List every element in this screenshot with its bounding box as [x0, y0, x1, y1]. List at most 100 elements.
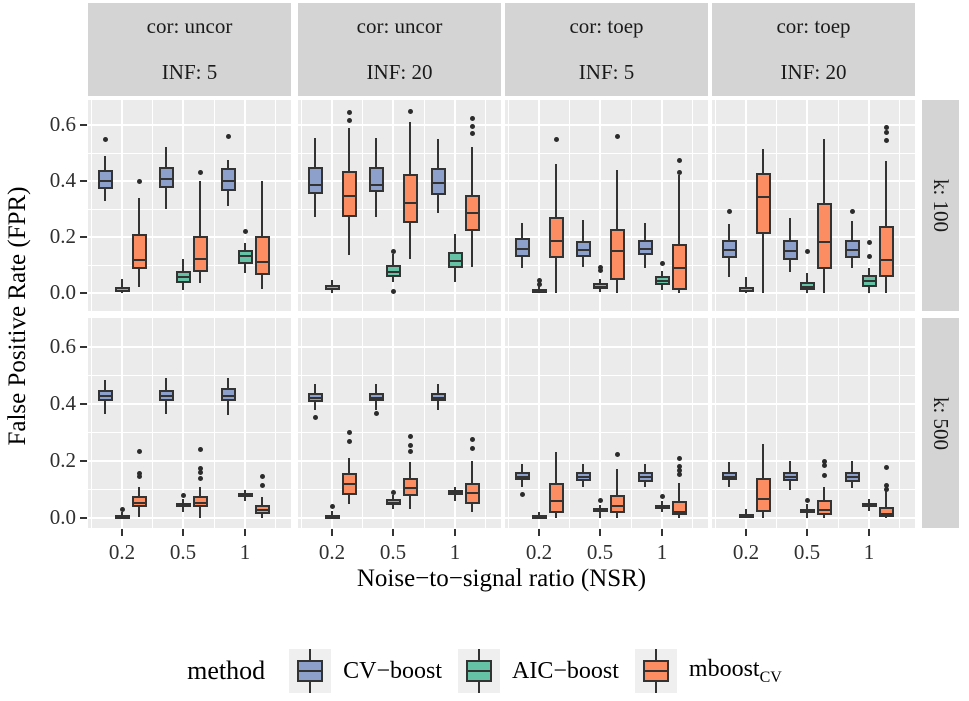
boxplot-box-CV-boost: [220, 388, 236, 402]
boxplot-box-CV-boost: [782, 472, 798, 481]
gridline-major-v: [331, 318, 333, 528]
boxplot-outlier: [866, 240, 872, 246]
boxplot-box-AIC-boost: [738, 513, 754, 518]
x-axis-tick: [244, 529, 246, 536]
boxplot-box-AIC-boost: [447, 251, 463, 268]
boxplot-outlier: [119, 506, 125, 512]
boxplot-outlier: [407, 108, 413, 114]
gridline-minor-h: [88, 432, 291, 434]
boxplot-box-AIC-boost: [237, 249, 253, 264]
boxplot-outlier: [849, 209, 855, 215]
boxplot-median: [466, 211, 478, 214]
legend-label: mboostCV: [688, 655, 782, 686]
boxplot-median: [370, 396, 382, 399]
boxplot-outlier: [312, 414, 318, 420]
boxplot-median: [880, 513, 892, 516]
x-axis-tick: [599, 529, 601, 536]
boxplot-box-mboost_CV: [341, 171, 357, 218]
x-axis-tick-label: 0.5: [793, 540, 821, 564]
boxplot-outlier: [136, 474, 142, 480]
facet-strip-col: cor: uncor INF: 20: [298, 3, 501, 96]
boxplot-outlier: [821, 472, 827, 478]
gridline-major-h: [298, 403, 501, 405]
boxplot-whisker: [121, 279, 123, 293]
boxplot-whisker: [261, 181, 263, 289]
gridline-minor-h: [88, 489, 291, 491]
boxplot-box-AIC-boost: [531, 288, 547, 294]
boxplot-box-AIC-boost: [447, 490, 463, 496]
facet-strip-col: cor: toep INF: 5: [505, 3, 708, 96]
facet-strip-col: cor: toep INF: 20: [712, 3, 915, 96]
x-axis-tick-label: 0.5: [379, 540, 407, 564]
boxplot-median: [516, 475, 528, 478]
y-axis-tick: [80, 236, 87, 238]
boxplot-median: [177, 276, 189, 279]
x-axis-tick: [745, 529, 747, 536]
gridline-major-h: [298, 292, 501, 294]
boxplot-box-CV-boost: [637, 239, 653, 256]
boxplot-outlier: [883, 137, 889, 143]
x-axis-tick: [182, 529, 184, 536]
boxplot-outlier: [883, 465, 889, 471]
boxplot-box-mboost_CV: [402, 478, 418, 497]
x-axis-tick-label: 1: [449, 540, 461, 564]
gridline-major-h: [88, 236, 291, 238]
boxplot-box-CV-boost: [307, 392, 323, 402]
boxplot-median: [533, 516, 545, 519]
boxplot-box-CV-boost: [575, 471, 591, 481]
boxplot-box-CV-boost: [158, 389, 174, 402]
x-axis-tick-label: 0.2: [732, 540, 760, 564]
boxplot-box-mboost_CV: [671, 500, 687, 516]
boxplot-outlier: [614, 451, 620, 457]
boxplot-median: [432, 182, 444, 185]
gridline-minor-h: [712, 152, 915, 154]
boxplot-median: [239, 495, 251, 498]
boxplot-outlier: [469, 123, 475, 129]
legend-key-boxplot-glyph: [458, 649, 501, 693]
y-axis-title: False Positive Rate (FPR): [4, 186, 31, 446]
boxplot-median: [343, 483, 355, 486]
gridline-major-h: [505, 236, 708, 238]
boxplot-median: [863, 280, 875, 283]
boxplot-box-mboost_CV: [131, 496, 147, 507]
boxplot-box-CV-boost: [97, 389, 113, 402]
gridline-minor-h: [88, 208, 291, 210]
boxplot-box-CV-boost: [307, 167, 323, 194]
boxplot-whisker: [885, 486, 887, 518]
boxplot-outlier: [659, 261, 665, 267]
x-axis-tick: [454, 529, 456, 536]
boxplot-outlier: [136, 448, 142, 454]
x-axis-tick-label: 0.2: [108, 540, 136, 564]
boxplot-box-AIC-boost: [531, 514, 547, 519]
boxplot-outlier: [259, 474, 265, 480]
boxplot-box-AIC-boost: [861, 274, 877, 287]
boxplot-median: [326, 287, 338, 290]
gridline-minor-v: [152, 318, 154, 528]
boxplot-box-mboost_CV: [671, 244, 687, 290]
boxplot-box-AIC-boost: [654, 505, 670, 510]
gridline-major-h: [712, 517, 915, 519]
boxplot-outlier: [676, 468, 682, 474]
legend-glyph-median: [466, 670, 493, 672]
panel-k500-col2: [505, 318, 708, 528]
boxplot-box-mboost_CV: [192, 235, 208, 272]
boxplot-median: [387, 270, 399, 273]
y-axis-tick: [80, 403, 87, 405]
facet-strip-cor-label: cor: uncor: [356, 13, 443, 38]
boxplot-outlier: [676, 170, 682, 176]
gridline-major-h: [88, 403, 291, 405]
boxplot-box-AIC-boost: [592, 282, 608, 289]
x-axis-tick-label: 0.2: [318, 540, 346, 564]
boxplot-whisker: [745, 508, 747, 518]
boxplot-outlier: [804, 498, 810, 504]
boxplot-box-mboost_CV: [341, 473, 357, 495]
gridline-major-h: [298, 124, 501, 126]
gridline-major-v: [868, 318, 870, 528]
boxplot-outlier: [883, 487, 889, 492]
gridline-minor-v: [485, 318, 487, 528]
gridline-minor-v: [362, 318, 364, 528]
boxplot-box-mboost_CV: [609, 495, 625, 514]
boxplot-box-mboost_CV: [548, 483, 564, 514]
gridline-major-h: [712, 180, 915, 182]
y-axis-tick: [80, 517, 87, 519]
